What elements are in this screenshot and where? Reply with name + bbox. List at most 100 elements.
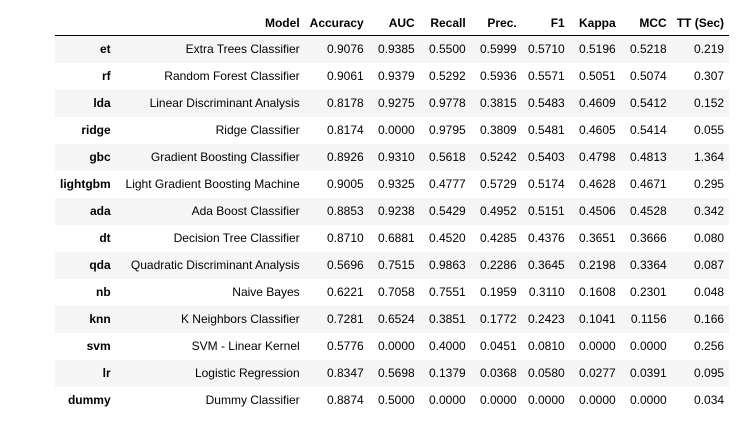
train-time-cell: 0.256: [694, 339, 725, 353]
precision-cell: 0.0451: [480, 339, 517, 353]
kappa-cell: 0.3651: [579, 231, 616, 245]
model-name-cell: Decision Tree Classifier: [173, 231, 300, 245]
auc-cell: 0.5698: [378, 366, 415, 380]
train-time-cell: 0.166: [694, 312, 725, 326]
row-index-label: dt: [99, 231, 111, 245]
recall-cell: 0.9863: [429, 258, 466, 272]
model-name-cell: Naive Bayes: [232, 285, 300, 299]
precision-cell: 0.5999: [480, 42, 517, 56]
f1-cell: 0.0000: [528, 393, 565, 407]
table-row: et Extra Trees Classifier 0.9076 0.9385 0.55…: [55, 35, 730, 63]
kappa-cell: 0.0277: [579, 366, 616, 380]
recall-cell: 0.1379: [429, 366, 466, 380]
mcc-cell: 0.3364: [630, 258, 667, 272]
mcc-cell: 0.0000: [630, 393, 667, 407]
row-index-label: lda: [93, 96, 111, 110]
accuracy-cell: 0.8347: [327, 366, 364, 380]
mcc-cell: 0.4671: [630, 177, 667, 191]
header-auc: AUC: [368, 12, 420, 36]
kappa-cell: 0.4506: [579, 204, 616, 218]
precision-cell: 0.5242: [480, 150, 517, 164]
mcc-cell: 0.5414: [630, 123, 667, 137]
table-row: lda Linear Discriminant Analysis 0.8178 0.9…: [55, 90, 730, 117]
kappa-cell: 0.4798: [579, 150, 616, 164]
table-row: dt Decision Tree Classifier 0.8710 0.6881 0.…: [55, 225, 730, 252]
mcc-cell: 0.0391: [630, 366, 667, 380]
recall-cell: 0.9795: [429, 123, 466, 137]
kappa-cell: 0.4609: [579, 96, 616, 110]
kappa-cell: 0.0000: [579, 339, 616, 353]
auc-cell: 0.9385: [378, 42, 415, 56]
precision-cell: 0.1772: [480, 312, 517, 326]
kappa-cell: 0.0000: [579, 393, 616, 407]
recall-cell: 0.4520: [429, 231, 466, 245]
mcc-cell: 0.3666: [630, 231, 667, 245]
precision-cell: 0.3815: [480, 96, 517, 110]
mcc-cell: 0.5218: [630, 42, 667, 56]
train-time-cell: 0.342: [694, 204, 725, 218]
accuracy-cell: 0.5696: [327, 258, 364, 272]
model-comparison-table: Model Accuracy AUC Recall Prec. F1 Kappa…: [55, 12, 730, 414]
recall-cell: 0.0000: [429, 393, 466, 407]
kappa-cell: 0.4605: [579, 123, 616, 137]
precision-cell: 0.2286: [480, 258, 517, 272]
table-row: knn K Neighbors Classifier 0.7281 0.6524 0.3…: [55, 306, 730, 333]
train-time-cell: 0.048: [694, 285, 725, 299]
train-time-cell: 0.152: [694, 96, 725, 110]
f1-cell: 0.5571: [528, 69, 565, 83]
table-row: gbc Gradient Boosting Classifier 0.8926 0.9…: [55, 144, 730, 171]
train-time-cell: 0.055: [694, 123, 725, 137]
f1-cell: 0.5710: [528, 42, 565, 56]
auc-cell: 0.5000: [378, 393, 415, 407]
model-name-cell: Extra Trees Classifier: [185, 42, 300, 56]
accuracy-cell: 0.8853: [327, 204, 364, 218]
f1-cell: 0.5174: [528, 177, 565, 191]
model-name-cell: Dummy Classifier: [205, 393, 300, 407]
auc-cell: 0.7058: [378, 285, 415, 299]
accuracy-cell: 0.8710: [327, 231, 364, 245]
precision-cell: 0.5936: [480, 69, 517, 83]
table-row: svm SVM - Linear Kernel 0.5776 0.0000 0.4000…: [55, 333, 730, 360]
auc-cell: 0.9379: [378, 69, 415, 83]
row-index-label: lr: [102, 366, 111, 380]
row-index-label: lightgbm: [60, 177, 111, 191]
row-index-label: knn: [89, 312, 111, 326]
precision-cell: 0.5729: [480, 177, 517, 191]
precision-cell: 0.1959: [480, 285, 517, 299]
row-index-label: rf: [101, 69, 111, 83]
train-time-cell: 0.219: [694, 42, 725, 56]
recall-cell: 0.5429: [429, 204, 466, 218]
table-row: ridge Ridge Classifier 0.8174 0.0000 0.9795 0…: [55, 117, 730, 144]
header-index: [55, 12, 116, 36]
mcc-cell: 0.1156: [630, 312, 667, 326]
row-index-label: ridge: [81, 123, 111, 137]
table-row: qda Quadratic Discriminant Analysis 0.5696…: [55, 252, 730, 279]
auc-cell: 0.9310: [378, 150, 415, 164]
recall-cell: 0.5500: [429, 42, 466, 56]
kappa-cell: 0.5196: [579, 42, 616, 56]
model-name-cell: Light Gradient Boosting Machine: [125, 177, 300, 191]
model-name-cell: K Neighbors Classifier: [180, 312, 300, 326]
row-index-label: ada: [89, 204, 111, 218]
table-row: lightgbm Light Gradient Boosting Machine 0…: [55, 171, 730, 198]
model-name-cell: Random Forest Classifier: [164, 69, 300, 83]
recall-cell: 0.5292: [429, 69, 466, 83]
kappa-cell: 0.4628: [579, 177, 616, 191]
header-recall: Recall: [419, 12, 471, 36]
auc-cell: 0.0000: [378, 123, 415, 137]
model-name-cell: Ada Boost Classifier: [191, 204, 300, 218]
train-time-cell: 1.364: [694, 150, 725, 164]
f1-cell: 0.3645: [528, 258, 565, 272]
mcc-cell: 0.5412: [630, 96, 667, 110]
row-index-label: nb: [95, 285, 111, 299]
auc-cell: 0.7515: [378, 258, 415, 272]
f1-cell: 0.0580: [528, 366, 565, 380]
mcc-cell: 0.4528: [630, 204, 667, 218]
kappa-cell: 0.1041: [579, 312, 616, 326]
header-f1: F1: [521, 12, 570, 36]
header-accuracy: Accuracy: [304, 12, 369, 36]
kappa-cell: 0.1608: [579, 285, 616, 299]
model-name-cell: Gradient Boosting Classifier: [150, 150, 300, 164]
recall-cell: 0.4000: [429, 339, 466, 353]
table-row: rf Random Forest Classifier 0.9061 0.9379 0.…: [55, 63, 730, 90]
